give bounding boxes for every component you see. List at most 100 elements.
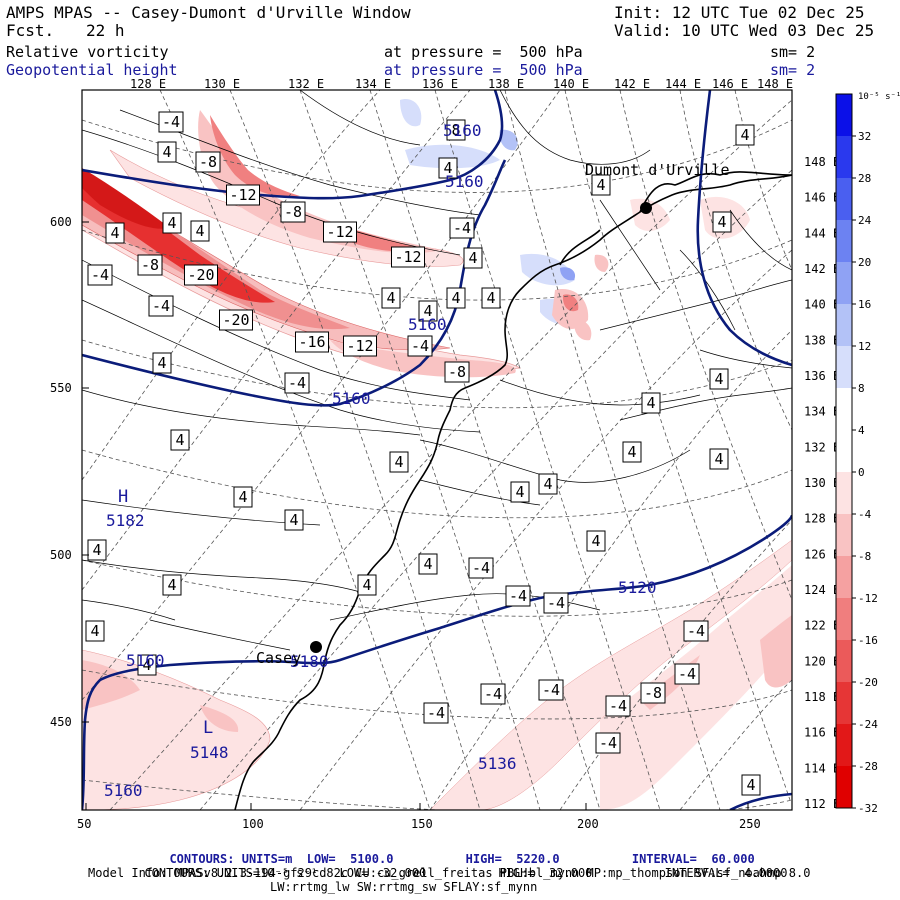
- svg-text:4: 4: [289, 511, 298, 529]
- colorbar-label: 32: [858, 130, 871, 143]
- vorticity-contour-label: -20: [219, 309, 253, 331]
- svg-text:4: 4: [646, 394, 655, 412]
- x-tick-label: 100: [242, 817, 264, 831]
- vorticity-contour-label: 4: [418, 300, 438, 322]
- footer-height-contour-info: UNITS=m LOW= 5100.0 HIGH= 5220.0 INTERVA…: [241, 852, 755, 866]
- vorticity-contour-label: 4: [87, 539, 107, 561]
- vorticity-contour-label: -12: [226, 184, 260, 206]
- vorticity-contour-label: 4: [438, 157, 458, 179]
- forecast-label: Fcst.: [6, 21, 55, 40]
- vorticity-contour-label: 4: [538, 473, 558, 495]
- svg-text:-4: -4: [509, 587, 527, 605]
- vorticity-contour-label: -12: [323, 221, 357, 243]
- forecast-hour: 22 h: [86, 21, 125, 40]
- colorbar: 10⁻⁵ s⁻¹ 32 28 24 20 16 12 8 4 0 -4 -8 -12 -16 -20 -24 -…: [835, 92, 900, 815]
- svg-text:-4: -4: [288, 374, 306, 392]
- svg-text:-12: -12: [229, 186, 256, 204]
- footer-contour-label-1: CONTOURS:: [169, 852, 235, 866]
- vorticity-contour-label: 4: [709, 448, 729, 470]
- x-axis: 50 100 150 200 250: [77, 803, 761, 831]
- svg-text:4: 4: [362, 576, 371, 594]
- height-contour-labels: 5160 5160 5160 5182 5160 5120 5160 5148 5136 5160…: [104, 121, 657, 800]
- latitude-label: 134 E: [804, 405, 840, 419]
- vorticity-contour-label: -4: [407, 335, 433, 357]
- svg-text:4: 4: [515, 483, 524, 501]
- longitude-label: 140 E: [553, 77, 589, 91]
- svg-text:-20: -20: [222, 311, 249, 329]
- svg-text:4: 4: [386, 289, 395, 307]
- longitude-labels: 128 E 130 E 132 E 134 E 136 E 138 E 140 E 142 E…: [130, 77, 793, 91]
- vorticity-contour-label: -8: [137, 254, 163, 276]
- vorticity-contour-label: 4: [381, 287, 401, 309]
- svg-text:-4: -4: [599, 734, 617, 752]
- graticule: [82, 90, 792, 810]
- svg-text:-8: -8: [284, 203, 302, 221]
- height-contours: [82, 90, 792, 810]
- colorbar-label: -20: [858, 676, 878, 689]
- colorbar-label: 28: [858, 172, 871, 185]
- svg-text:4: 4: [714, 370, 723, 388]
- vorticity-contour-label: 8: [446, 119, 466, 141]
- colorbar-swatch: [836, 388, 852, 430]
- latitude-label: 120 E: [804, 654, 840, 668]
- colorbar-label: 8: [858, 382, 865, 395]
- vorticity-contour-label: 4: [591, 174, 611, 196]
- coastline: [234, 171, 792, 810]
- svg-text:-4: -4: [453, 219, 471, 237]
- height-contour-label: 5136: [478, 754, 517, 773]
- longitude-label: 130 E: [204, 77, 240, 91]
- svg-text:4: 4: [167, 576, 176, 594]
- svg-text:-4: -4: [411, 337, 429, 355]
- height-contour-label: 5160: [408, 315, 447, 334]
- colorbar-units: 10⁻⁵ s⁻¹: [858, 92, 900, 102]
- svg-text:4: 4: [92, 541, 101, 559]
- latitude-label: 112 E: [804, 797, 840, 811]
- colorbar-label: 12: [858, 340, 871, 353]
- height-contour-label: 5182: [106, 511, 145, 530]
- longitude-label: 144 E: [665, 77, 701, 91]
- colorbar-swatch: [836, 472, 852, 514]
- dumont-durville-marker: [640, 202, 652, 214]
- svg-text:4: 4: [714, 450, 723, 468]
- vorticity-contour-label: 4: [85, 620, 105, 642]
- height-contour-label: 5160: [445, 172, 484, 191]
- svg-text:-12: -12: [346, 337, 373, 355]
- longitude-label: 134 E: [355, 77, 391, 91]
- svg-text:4: 4: [746, 776, 755, 794]
- vorticity-contour-label: 4: [190, 220, 210, 242]
- vorticity-contour-label: -4: [87, 264, 113, 286]
- vorticity-contour-label: 4: [586, 530, 606, 552]
- svg-text:4: 4: [167, 214, 176, 232]
- svg-text:4: 4: [451, 289, 460, 307]
- colorbar-swatch: [836, 136, 852, 178]
- vorticity-contour-label: 4: [735, 124, 755, 146]
- svg-text:-8: -8: [448, 363, 466, 381]
- footer-vorticity-contour-info: UNITS=10⁻⁵ s⁻¹ LOW= -32.000 HIGH= 32.000…: [216, 866, 788, 880]
- valid-time: Valid: 10 UTC Wed 03 Dec 25: [614, 21, 875, 40]
- vorticity-contour-label: 4: [463, 247, 483, 269]
- colorbar-label: 4: [858, 424, 865, 437]
- svg-text:-4: -4: [542, 681, 560, 699]
- latitude-label: 128 E: [804, 512, 840, 526]
- latitude-labels: 148 E 146 E 144 E 142 E 140 E 138 E 136 E 134 E…: [804, 155, 840, 811]
- latitude-label: 118 E: [804, 690, 840, 704]
- vorticity-contour-label: -8: [640, 682, 666, 704]
- vorticity-contour-label: 4: [162, 574, 182, 596]
- svg-text:4: 4: [740, 126, 749, 144]
- colorbar-swatch: [836, 766, 852, 808]
- vorticity-contour-label: -12: [391, 246, 425, 268]
- footer-model-info: Model Info: MPASv8.2.3-194-gf29cd82c CU:…: [88, 866, 811, 880]
- vorticity-contour-label: -20: [184, 264, 218, 286]
- vorticity-contour-label: -4: [595, 732, 621, 754]
- latitude-label: 130 E: [804, 476, 840, 490]
- latitude-label: 136 E: [804, 369, 840, 383]
- svg-text:-12: -12: [326, 223, 353, 241]
- colorbar-label: -24: [858, 718, 878, 731]
- x-tick-label: 150: [411, 817, 433, 831]
- vorticity-contour-label: 4: [284, 509, 304, 531]
- field2-pressure: at pressure = 500 hPa: [384, 61, 583, 79]
- vorticity-contour-label: -4: [674, 663, 700, 685]
- casey-label: Casey: [256, 649, 301, 667]
- colorbar-label: -12: [858, 592, 878, 605]
- latitude-label: 122 E: [804, 619, 840, 633]
